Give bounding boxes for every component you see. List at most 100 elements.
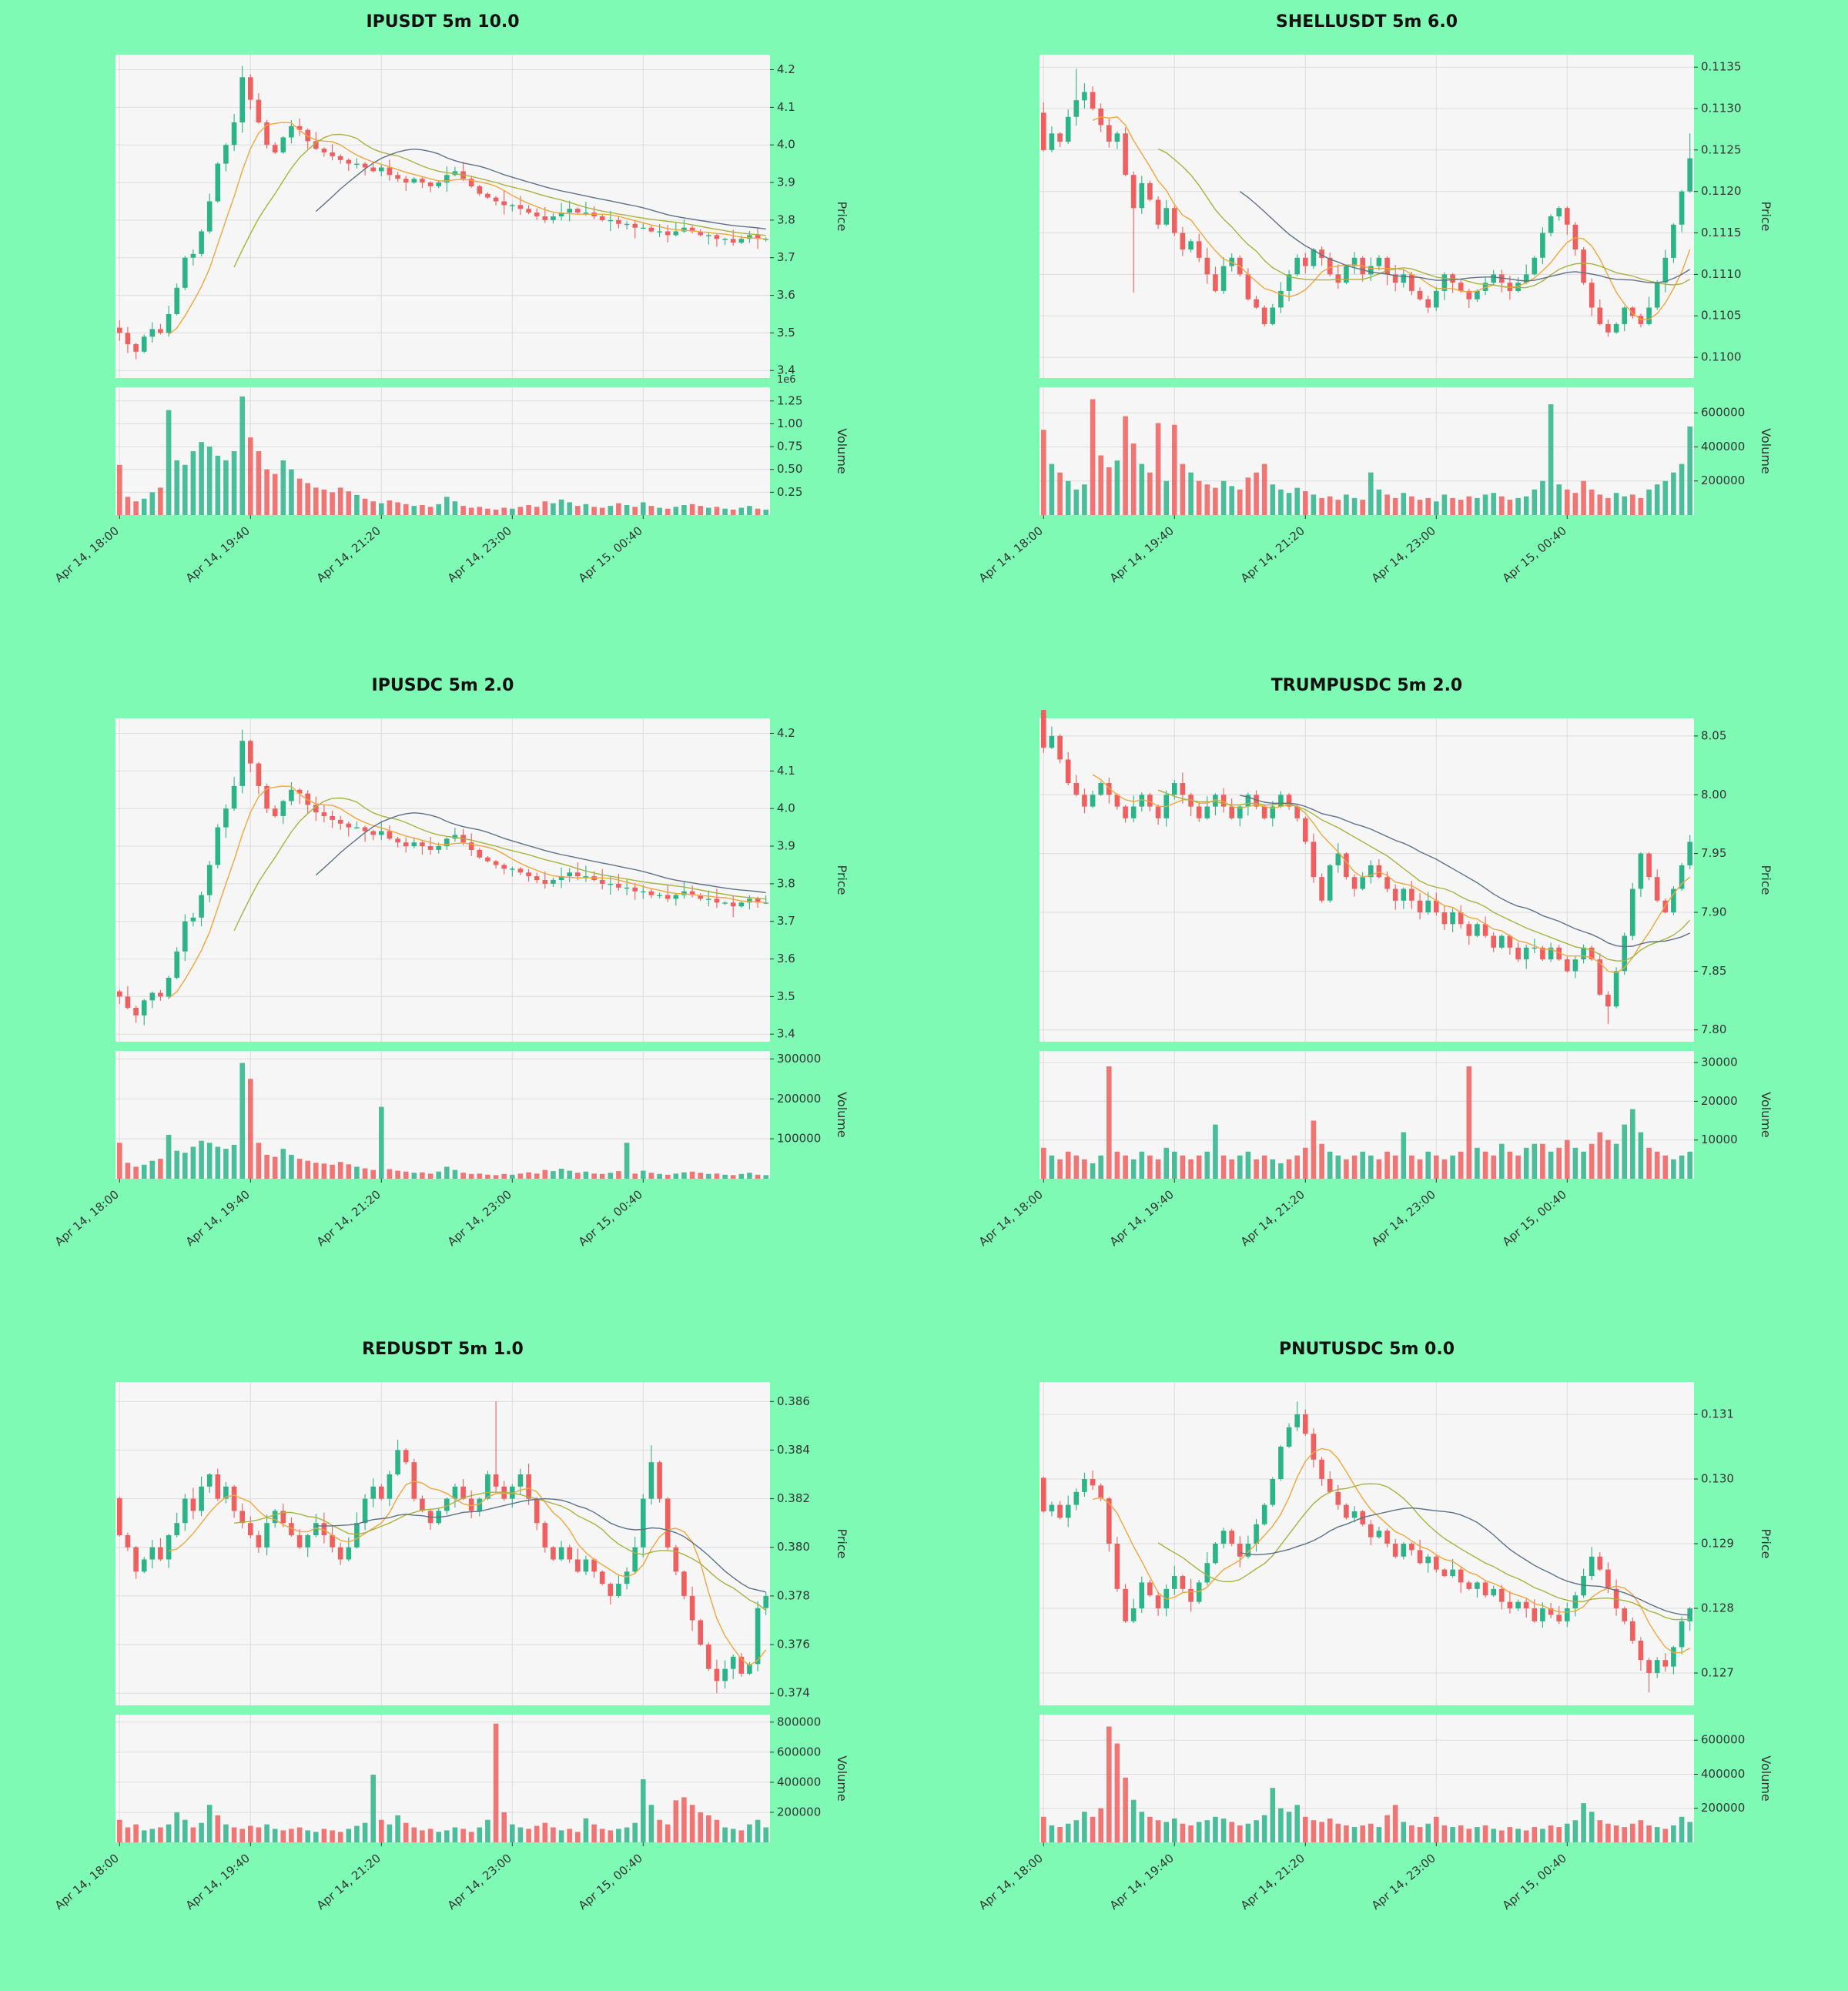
axis-labels: Price Volume	[835, 865, 849, 1137]
ma-lines	[1092, 116, 1691, 320]
candlestick-plot-shellusdt: 0.1100 0.1105 0.1110 0.1115 0.1120 0.1125 0.11…	[924, 32, 1848, 647]
price-axis-label: Price	[1759, 201, 1773, 231]
price-tick-label: 0.1125	[1701, 142, 1742, 156]
volume-tick-labels: 100000 200000 300000	[770, 1052, 821, 1146]
price-tick-label: 0.129	[1701, 1537, 1734, 1551]
candlestick-plot-ipusdc: 3.4 3.5 3.6 3.7 3.8 3.9 4.0 4.1 4.2 100000 200000 3…	[0, 695, 924, 1311]
volume-tick-labels: 200000 400000 600000	[1694, 1733, 1745, 1815]
volume-tick-label: 800000	[777, 1715, 821, 1728]
ma-line	[316, 1497, 766, 1593]
x-tick-label: Apr 15, 00:40	[1500, 524, 1569, 585]
grid	[1040, 1382, 1694, 1842]
volume-tick-label: 20000	[1701, 1094, 1738, 1108]
ma-line	[1157, 1483, 1690, 1621]
ma-line	[315, 811, 766, 894]
x-tick-label: Apr 15, 00:40	[1500, 1187, 1569, 1249]
x-tick-label: Apr 14, 21:20	[1238, 1851, 1307, 1912]
grid	[116, 55, 770, 515]
price-tick-labels: 0.374 0.376 0.378 0.380 0.382 0.384 0.386	[770, 1394, 810, 1700]
price-tick-label: 3.6	[777, 952, 795, 965]
price-tick-label: 3.8	[777, 876, 795, 890]
ma-line	[1240, 795, 1690, 948]
chart-figure-ipusdt: IPUSDT 5m 10.0 3.4 3.5 3.6 3.7 3.8 3.9 4.0 4.1 4…	[0, 0, 924, 664]
x-tick-labels: Apr 14, 18:00 Apr 14, 19:40 Apr 14, 21:20 A…	[976, 1842, 1569, 1912]
price-tick-label: 0.386	[777, 1394, 810, 1408]
chart-title: PNUTUSDC 5m 0.0	[1278, 1340, 1455, 1359]
x-tick-label: Apr 14, 23:00	[1369, 1851, 1438, 1912]
price-tick-label: 0.376	[777, 1638, 810, 1651]
chart-svg: 7.80 7.85 7.90 7.95 8.00 8.05 10000 20000 30000 A…	[976, 710, 1773, 1249]
price-tick-labels: 0.127 0.128 0.129 0.130 0.131	[1694, 1407, 1734, 1680]
axis-labels: Price Volume	[835, 1528, 849, 1801]
axis-labels: Price Volume	[1759, 201, 1773, 473]
axis-labels: Price Volume	[835, 201, 849, 473]
volume-tick-label: 600000	[777, 1745, 821, 1758]
price-axis-label: Price	[1759, 865, 1773, 895]
volume-tick-label: 10000	[1701, 1133, 1738, 1146]
grid	[116, 718, 770, 1179]
x-tick-label: Apr 14, 23:00	[1369, 524, 1438, 585]
price-tick-label: 0.374	[777, 1686, 810, 1700]
price-tick-label: 4.0	[777, 138, 795, 152]
x-tick-label: Apr 14, 21:20	[314, 1187, 383, 1249]
volume-tick-label: 400000	[1701, 1767, 1745, 1781]
chart-figure-redusdt: REDUSDT 5m 1.0 0.374 0.376 0.378 0.380 0.382…	[0, 1327, 924, 1991]
price-tick-label: 4.2	[777, 62, 795, 76]
price-axis-label: Price	[835, 865, 849, 895]
volume-tick-label: 200000	[777, 1092, 821, 1106]
price-tick-label: 7.95	[1701, 846, 1726, 860]
price-tick-label: 0.378	[777, 1588, 810, 1602]
volume-bars	[117, 1062, 768, 1180]
x-tick-label: Apr 14, 18:00	[52, 1851, 122, 1912]
x-tick-label: Apr 14, 18:00	[976, 524, 1046, 585]
x-tick-labels: Apr 14, 18:00 Apr 14, 19:40 Apr 14, 21:20 A…	[976, 515, 1569, 585]
price-tick-label: 3.6	[777, 288, 795, 302]
chart-figure-ipusdc: IPUSDC 5m 2.0 3.4 3.5 3.6 3.7 3.8 3.9 4.0 4.1 4.…	[0, 664, 924, 1327]
ma-line	[315, 148, 766, 230]
price-tick-label: 8.05	[1701, 728, 1726, 742]
price-tick-label: 4.2	[777, 726, 795, 740]
chart-title: TRUMPUSDC 5m 2.0	[1270, 676, 1463, 695]
chart-title: REDUSDT 5m 1.0	[362, 1340, 524, 1359]
chart-svg: 0.1100 0.1105 0.1110 0.1115 0.1120 0.1125 0.11…	[976, 55, 1773, 585]
volume-axis-label: Volume	[835, 428, 849, 474]
ma-lines	[1092, 1447, 1691, 1654]
price-tick-label: 4.0	[777, 801, 795, 815]
ma-line	[1092, 1447, 1691, 1654]
price-tick-label: 3.4	[777, 1027, 795, 1041]
x-tick-label: Apr 14, 23:00	[445, 524, 514, 585]
price-tick-label: 0.380	[777, 1540, 810, 1554]
ma-line	[168, 1481, 767, 1666]
volume-bars	[117, 1723, 768, 1842]
volume-tick-label: 200000	[777, 1805, 821, 1819]
price-tick-label: 0.1115	[1701, 226, 1742, 239]
price-tick-label: 0.128	[1701, 1601, 1734, 1615]
ma-line	[233, 797, 766, 932]
price-tick-label: 4.1	[777, 764, 795, 778]
x-tick-labels: Apr 14, 18:00 Apr 14, 19:40 Apr 14, 21:20 A…	[976, 1179, 1569, 1249]
axis-labels: Price Volume	[1759, 865, 1773, 1137]
volume-axis-label: Volume	[1759, 428, 1773, 474]
chart-svg: 3.4 3.5 3.6 3.7 3.8 3.9 4.0 4.1 4.2 0.25 0.50 0.75 1…	[52, 55, 849, 585]
price-tick-label: 0.1130	[1701, 102, 1742, 115]
x-tick-label: Apr 14, 19:40	[1107, 524, 1177, 585]
grid	[1040, 55, 1694, 515]
x-tick-labels: Apr 14, 18:00 Apr 14, 19:40 Apr 14, 21:20 A…	[52, 1179, 645, 1249]
volume-axis-label: Volume	[835, 1755, 849, 1802]
candlestick-plot-trumpusdc: 7.80 7.85 7.90 7.95 8.00 8.05 10000 20000 30000 A…	[924, 695, 1848, 1311]
ma-lines	[168, 122, 766, 336]
price-tick-label: 3.5	[777, 989, 795, 1003]
x-tick-labels: Apr 14, 18:00 Apr 14, 19:40 Apr 14, 21:20 A…	[52, 515, 645, 585]
price-tick-label: 4.1	[777, 100, 795, 114]
price-tick-label: 3.8	[777, 212, 795, 226]
chart-title: IPUSDC 5m 2.0	[371, 676, 514, 695]
x-tick-label: Apr 14, 18:00	[976, 1851, 1046, 1912]
x-tick-label: Apr 14, 19:40	[1107, 1851, 1177, 1912]
x-tick-label: Apr 15, 00:40	[576, 524, 645, 585]
ma-line	[1092, 116, 1691, 320]
price-tick-label: 0.1110	[1701, 267, 1742, 281]
x-tick-label: Apr 14, 19:40	[1107, 1187, 1177, 1249]
chart-svg: 0.127 0.128 0.129 0.130 0.131 200000 400000 600…	[976, 1382, 1773, 1912]
x-tick-label: Apr 14, 18:00	[52, 1187, 122, 1249]
